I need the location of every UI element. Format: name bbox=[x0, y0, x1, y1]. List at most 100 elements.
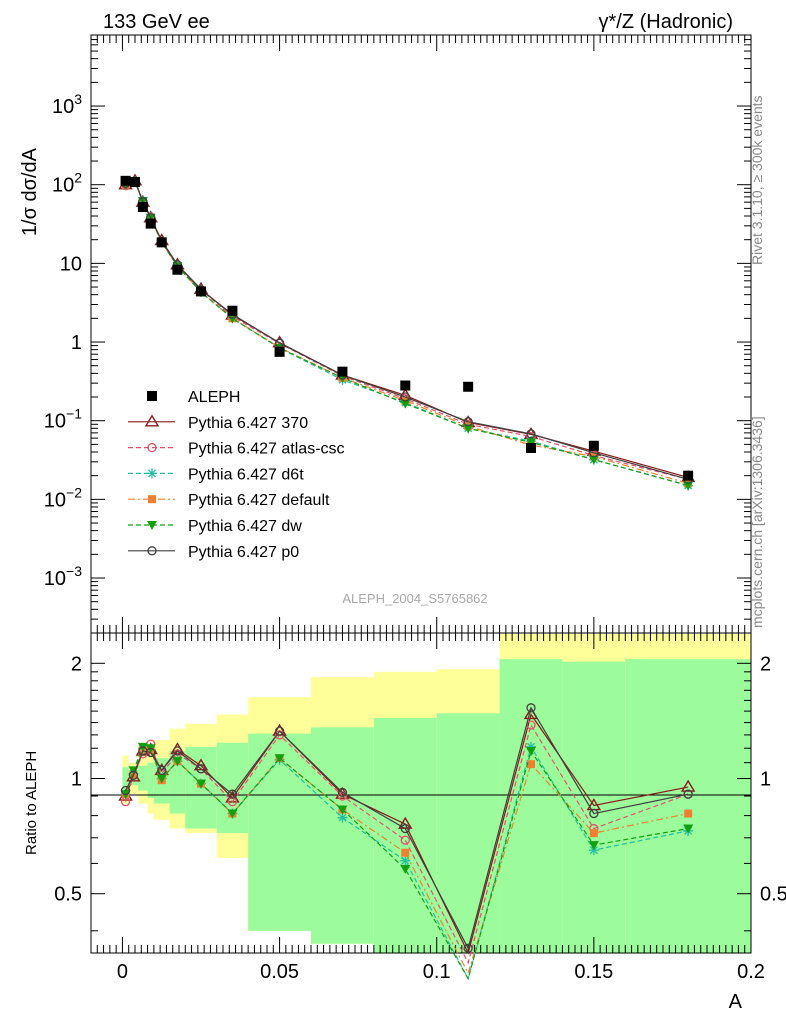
main-ytick-label: 10−1 bbox=[44, 406, 82, 433]
legend-label: Pythia 6.427 default bbox=[188, 492, 330, 509]
legend-label: Pythia 6.427 p0 bbox=[188, 544, 299, 561]
header-right: γ*/Z (Hadronic) bbox=[599, 11, 733, 33]
main-point bbox=[463, 424, 474, 434]
main-point bbox=[400, 380, 411, 391]
ratio-point bbox=[401, 848, 410, 857]
main-line-pythia-6-427-atlas-csc bbox=[125, 180, 689, 480]
inner-band-9 bbox=[311, 727, 374, 944]
ratio-point bbox=[196, 779, 206, 789]
inner-band-7 bbox=[216, 742, 249, 834]
x-tick-label: 0.05 bbox=[260, 961, 299, 983]
ratio-point bbox=[588, 841, 599, 851]
main-point bbox=[463, 381, 474, 392]
ratio-line-pythia-6-427-p0 bbox=[125, 706, 689, 950]
ratio-point bbox=[683, 789, 693, 799]
ratio-point bbox=[400, 865, 411, 875]
main-point bbox=[400, 392, 410, 402]
main-point bbox=[400, 399, 411, 409]
ratio-point bbox=[463, 943, 473, 953]
legend-marker bbox=[147, 391, 157, 401]
main-point bbox=[337, 366, 348, 377]
main-line-pythia-6-427-p0 bbox=[125, 180, 689, 480]
ratio-ytick-label-right: 1 bbox=[760, 769, 771, 791]
main-point bbox=[196, 286, 206, 297]
main-line-pythia-6-427-370 bbox=[125, 180, 689, 479]
ratio-ytick-label-right: 2 bbox=[760, 653, 771, 675]
main-point bbox=[130, 177, 140, 188]
main-point bbox=[227, 305, 238, 316]
ratio-line-pythia-6-427-dw bbox=[125, 746, 689, 981]
main-point bbox=[274, 346, 285, 357]
main-point bbox=[463, 417, 473, 427]
ratio-point bbox=[589, 808, 599, 819]
main-y-ticks: 10−3 10−2 10−1 1 10 102 103 bbox=[44, 34, 751, 634]
main-point bbox=[120, 175, 131, 186]
ratio-point bbox=[274, 726, 285, 736]
ratio-point bbox=[120, 785, 131, 796]
ratio-ytick-label-left: 1 bbox=[71, 769, 82, 791]
main-point bbox=[588, 455, 599, 465]
main-ytick-label: 1 bbox=[71, 332, 82, 354]
ratio-ytick-label-left: 0.5 bbox=[54, 884, 82, 906]
inner-band-13 bbox=[562, 661, 626, 953]
x-tick-label: 0 bbox=[117, 961, 128, 983]
main-point bbox=[526, 429, 536, 439]
main-ytick-label: 10−2 bbox=[44, 484, 82, 511]
inner-band-0 bbox=[122, 767, 129, 791]
ratio-line-pythia-6-427-atlas-csc bbox=[124, 723, 689, 965]
ratio-point bbox=[337, 812, 348, 823]
rivet-version-label: Rivet 3.1.10, ≥ 300k events bbox=[749, 95, 765, 265]
inner-band-14 bbox=[625, 659, 751, 953]
legend-marker bbox=[147, 442, 157, 453]
legend-label: Pythia 6.427 dw bbox=[188, 518, 302, 535]
ratio-point bbox=[227, 789, 238, 799]
main-point bbox=[156, 237, 167, 248]
main-ytick-label: 10 bbox=[60, 253, 82, 275]
header-left: 133 GeV ee bbox=[103, 11, 210, 33]
inner-band-10 bbox=[373, 717, 437, 953]
ratio-point bbox=[400, 823, 410, 834]
ratio-point bbox=[146, 747, 156, 758]
main-point bbox=[683, 470, 694, 481]
mcplots-label: mcplots.cern.ch [arXiv:1306.3436] bbox=[749, 416, 765, 628]
main-point bbox=[145, 218, 156, 229]
ratio-point bbox=[337, 805, 348, 815]
ratio-point bbox=[526, 747, 536, 757]
main-ytick-label: 102 bbox=[52, 170, 82, 197]
main-y-axis-label: 1/σ dσ/dA bbox=[19, 147, 41, 236]
legend-marker bbox=[147, 468, 157, 479]
legend-label: Pythia 6.427 atlas-csc bbox=[188, 441, 345, 458]
ratio-point bbox=[684, 809, 693, 818]
legend-marker bbox=[144, 414, 160, 427]
main-line-pythia-6-427-default bbox=[125, 180, 689, 484]
ratio-y-axis-label: Ratio to ALEPH bbox=[23, 751, 40, 855]
legend-marker bbox=[147, 546, 157, 556]
legend-label: Pythia 6.427 d6t bbox=[188, 466, 304, 483]
ratio-point bbox=[157, 765, 167, 776]
main-ytick-label: 103 bbox=[52, 91, 82, 118]
ratio-point bbox=[589, 829, 598, 838]
ratio-point bbox=[400, 835, 410, 845]
legend-label: ALEPH bbox=[188, 389, 240, 406]
ratio-y-ticks: 0.5 0.5 1 1 2 2 bbox=[54, 653, 786, 932]
ratio-point bbox=[683, 824, 694, 834]
inner-band-11 bbox=[436, 713, 500, 953]
ratio-series-layer bbox=[118, 703, 696, 981]
main-ytick-label: 10−3 bbox=[44, 563, 82, 590]
ratio-point bbox=[680, 779, 696, 792]
main-point bbox=[588, 440, 599, 451]
ratio-point bbox=[227, 809, 238, 819]
main-point bbox=[683, 481, 694, 491]
inner-band-3 bbox=[147, 762, 154, 798]
ratio-point bbox=[527, 760, 535, 769]
x-tick-label: 0.1 bbox=[423, 961, 451, 983]
ratio-point bbox=[274, 754, 285, 764]
ratio-plot-frame bbox=[90, 632, 752, 954]
ratio-point bbox=[156, 774, 167, 784]
x-tick-label: 0.2 bbox=[737, 961, 765, 983]
ratio-point bbox=[526, 741, 536, 752]
main-point bbox=[526, 442, 536, 453]
main-series-layer bbox=[118, 173, 696, 491]
ratio-point bbox=[196, 764, 206, 774]
